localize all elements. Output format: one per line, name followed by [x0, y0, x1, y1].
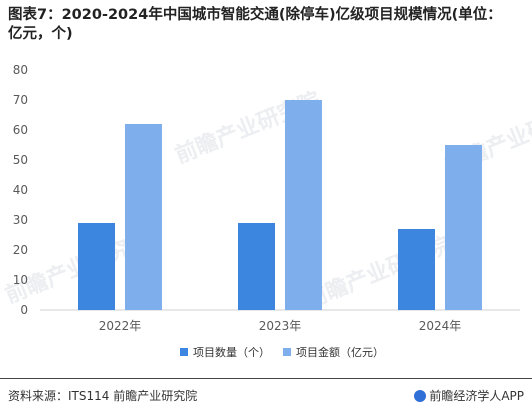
bar: [445, 145, 482, 310]
legend-swatch: [283, 348, 291, 356]
bar-chart: 0 10 20 30 40 50 60 70 80 2022年 2023年 2024年 项目数量（个…: [13, 63, 520, 359]
y-tick-label: 60: [13, 123, 28, 137]
y-tick-label: 0: [20, 303, 28, 317]
bar: [398, 229, 435, 310]
brand: 前瞻经济学人APP: [414, 387, 524, 404]
y-tick-label: 20: [13, 243, 28, 257]
source-note: 资料来源：ITS114 前瞻产业研究院: [8, 389, 198, 403]
brand-logo-icon: [414, 390, 427, 402]
y-axis-ticks: 0 10 20 30 40 50 60 70 80: [13, 63, 28, 317]
y-tick-label: 80: [13, 63, 28, 77]
legend: 项目数量（个） 项目金额（亿元）: [180, 345, 384, 359]
x-tick-label: 2023年: [259, 319, 302, 333]
chart-title: 图表7：2020-2024年中国城市智能交通(除停车)亿级项目规模情况(单位：亿…: [8, 7, 502, 42]
footer: 资料来源：ITS114 前瞻产业研究院 前瞻经济学人APP: [0, 378, 532, 411]
bar: [78, 223, 115, 310]
x-axis-ticks: 2022年 2023年 2024年: [99, 319, 462, 333]
x-tick-label: 2024年: [419, 319, 462, 333]
bar: [238, 223, 275, 310]
y-tick-label: 40: [13, 183, 28, 197]
y-tick-label: 10: [13, 273, 28, 287]
y-tick-label: 70: [13, 93, 28, 107]
brand-label: 前瞻经济学人APP: [429, 389, 524, 403]
bar: [285, 100, 322, 310]
legend-label: 项目数量（个）: [193, 346, 270, 359]
bars: [78, 100, 482, 310]
legend-label: 项目金额（亿元）: [296, 345, 384, 359]
legend-swatch: [180, 348, 188, 356]
bar: [125, 124, 162, 310]
y-tick-label: 50: [13, 153, 28, 167]
x-tick-label: 2022年: [99, 319, 142, 333]
y-tick-label: 30: [13, 213, 28, 227]
